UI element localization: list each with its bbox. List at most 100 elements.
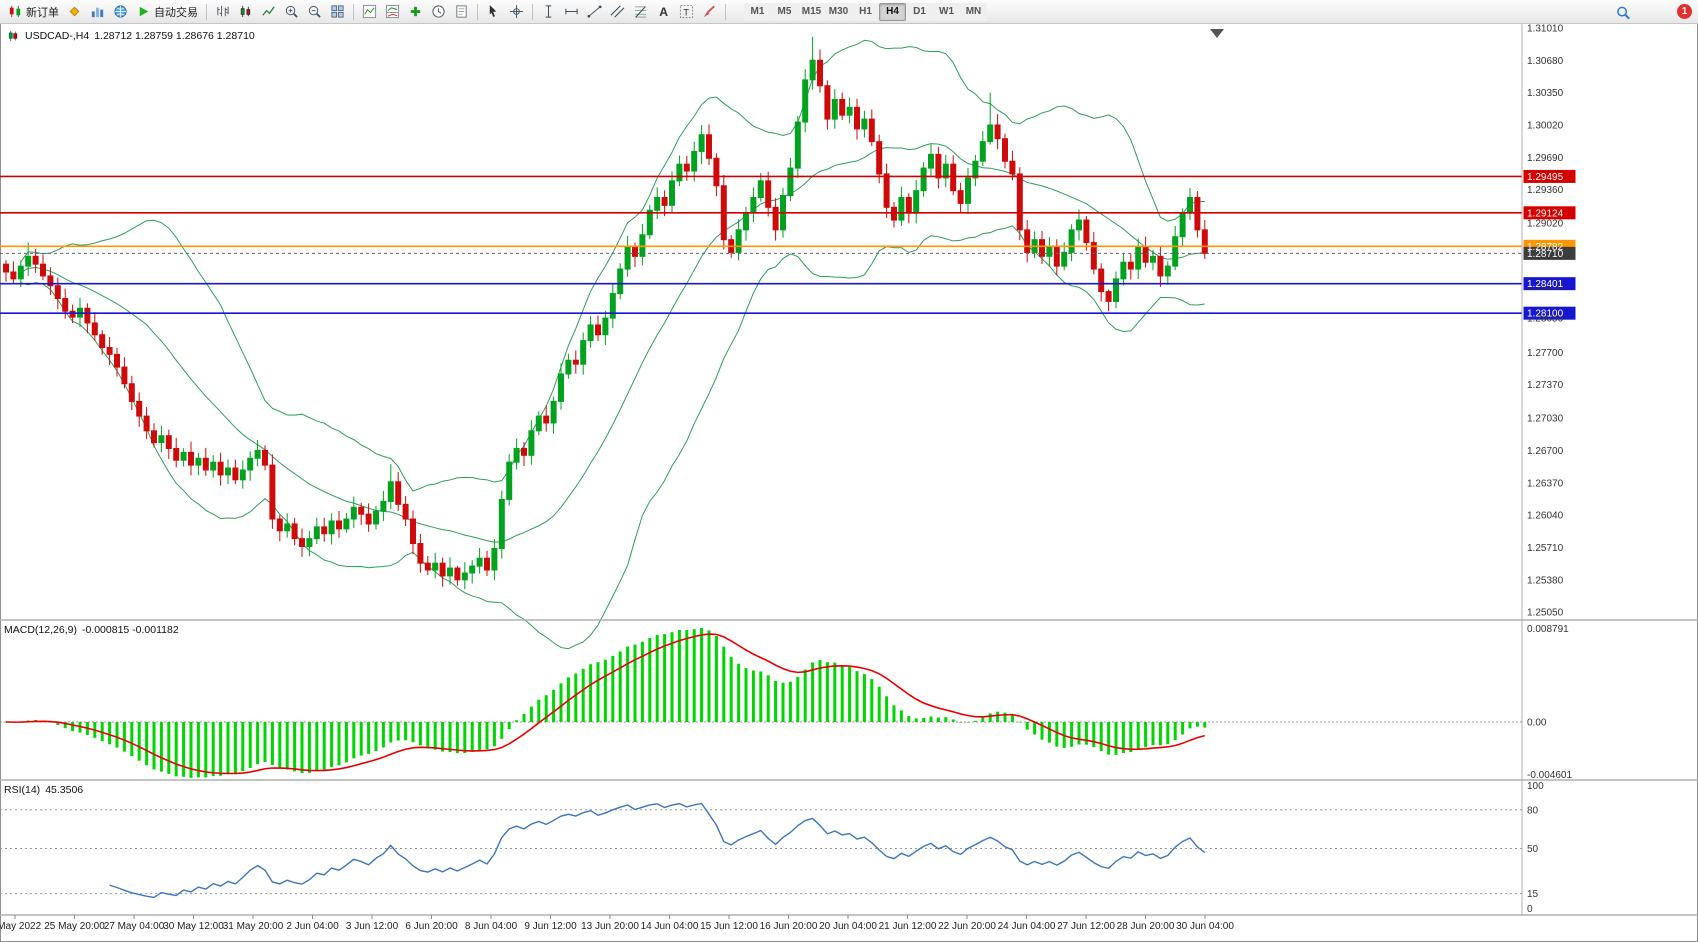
macd-signal-line: [5, 633, 1206, 775]
new-order-button[interactable]: 新订单: [4, 2, 63, 22]
price-badge: [1523, 169, 1576, 183]
toolbar-separator: [532, 3, 533, 20]
svg-text:50: 50: [1527, 844, 1539, 855]
date-tick: 2 Jun 04:00: [286, 921, 339, 932]
text-button[interactable]: A: [652, 2, 675, 22]
timeframe-m5[interactable]: M5: [771, 2, 798, 21]
date-tick: 13 Jun 20:00: [581, 921, 639, 932]
fibo-icon: [633, 4, 648, 19]
price-tick: 1.29690: [1527, 153, 1564, 164]
timeframe-group: M1 M5 M15 M30 H1 H4 D1 W1 MN: [744, 2, 987, 21]
candles-icon: [238, 4, 253, 19]
zoom-in-button[interactable]: [280, 2, 303, 22]
timeframe-h1[interactable]: H1: [852, 2, 879, 21]
macd-header: MACD(12,26,9) -0.000815 -0.001182: [4, 624, 179, 636]
price-tick: 1.26040: [1527, 511, 1564, 522]
price-tick: 1.30350: [1527, 88, 1564, 99]
main-toolbar: 新订单 自动交易 A T M1 M5 M15 M30 H1 H4 D1 W1 MN: [0, 0, 1698, 24]
rsi-line: [109, 802, 1206, 899]
bar-chart-button[interactable]: [211, 2, 234, 22]
date-tick: 15 Jun 12:00: [700, 921, 758, 932]
crosshair-button[interactable]: [505, 2, 528, 22]
line-chart-button[interactable]: [257, 2, 280, 22]
svg-text:1.29495: 1.29495: [1527, 172, 1564, 183]
price-tick: 1.26700: [1527, 446, 1564, 457]
timeframe-w1[interactable]: W1: [933, 2, 960, 21]
clock-icon: [431, 4, 446, 19]
svg-text:-0.004601: -0.004601: [1527, 770, 1572, 781]
svg-text:1.29124: 1.29124: [1527, 208, 1564, 219]
grid-icon: [330, 4, 345, 19]
macd-label: MACD(12,26,9): [4, 624, 77, 636]
candlestick-chart-button[interactable]: [234, 2, 257, 22]
periods-button[interactable]: [427, 2, 450, 22]
zoom-out-icon: [307, 4, 322, 19]
search-button[interactable]: [1612, 4, 1634, 21]
toolbar-separator: [477, 3, 478, 20]
timeframe-d1[interactable]: D1: [906, 2, 933, 21]
fibonacci-button[interactable]: [629, 2, 652, 22]
date-tick: 30 May 12:00: [163, 921, 224, 932]
channel-button[interactable]: [606, 2, 629, 22]
letter-t-icon: T: [679, 4, 694, 19]
notification-badge[interactable]: 1: [1677, 4, 1692, 19]
price-tick: 1.27370: [1527, 380, 1564, 391]
macd-histogram: [4, 628, 1207, 778]
price-tick: 1.29360: [1527, 185, 1564, 196]
chart-symbol-icon: [5, 28, 20, 43]
timeframe-m30[interactable]: M30: [825, 2, 852, 21]
autotrading-button[interactable]: 自动交易: [132, 2, 202, 22]
channel-icon: [610, 4, 625, 19]
timeframe-mn[interactable]: MN: [960, 2, 987, 21]
price-tick: 1.25380: [1527, 575, 1564, 586]
date-tick: 31 May 20:00: [223, 921, 284, 932]
indicators-button[interactable]: [358, 2, 381, 22]
indicator-window-button[interactable]: [381, 2, 404, 22]
svg-text:100: 100: [1527, 781, 1544, 792]
text-label-button[interactable]: T: [675, 2, 698, 22]
date-tick: 16 Jun 20:00: [760, 921, 818, 932]
price-tick: 1.25050: [1527, 608, 1564, 619]
zoom-out-button[interactable]: [303, 2, 326, 22]
svg-text:T: T: [683, 7, 689, 17]
svg-text:1.28401: 1.28401: [1527, 279, 1564, 290]
price-tick: 1.28690: [1527, 251, 1564, 262]
price-badge: [1523, 277, 1576, 291]
add-indicator-button[interactable]: [404, 2, 427, 22]
vline-icon: [541, 4, 556, 19]
market-button[interactable]: [86, 2, 109, 22]
horizontal-line-button[interactable]: [560, 2, 583, 22]
date-tick: 27 Jun 12:00: [1057, 921, 1115, 932]
date-tick: 6 Jun 20:00: [405, 921, 458, 932]
linechart-icon: [261, 4, 276, 19]
price-tick: 1.27030: [1527, 414, 1564, 425]
timeframe-m1[interactable]: M1: [744, 2, 771, 21]
svg-text:0.008791: 0.008791: [1527, 624, 1569, 635]
plus-icon: [408, 4, 423, 19]
price-tick: 1.30680: [1527, 56, 1564, 67]
vertical-line-button[interactable]: [537, 2, 560, 22]
trendline-button[interactable]: [583, 2, 606, 22]
price-tick: 1.26370: [1527, 478, 1564, 489]
rsi-value: 45.3506: [45, 784, 84, 796]
indicator2-icon: [385, 4, 400, 19]
timeframe-h4[interactable]: H4: [879, 2, 906, 21]
svg-text:0: 0: [1527, 904, 1533, 915]
price-tick: 1.31010: [1527, 23, 1564, 34]
timeframe-m15[interactable]: M15: [798, 2, 825, 21]
svg-text:0.00: 0.00: [1527, 718, 1547, 729]
date-tick: 14 Jun 04:00: [641, 921, 699, 932]
crosshair-icon: [509, 4, 524, 19]
date-tick: 27 May 04:00: [104, 921, 165, 932]
mql5-button[interactable]: [63, 2, 86, 22]
play-icon: [136, 4, 151, 19]
hline-icon: [564, 4, 579, 19]
arrows-button[interactable]: [698, 2, 721, 22]
community-button[interactable]: [109, 2, 132, 22]
cursor-button[interactable]: [482, 2, 505, 22]
templates-button[interactable]: [450, 2, 473, 22]
tile-windows-button[interactable]: [326, 2, 349, 22]
new-order-icon: [8, 4, 23, 19]
